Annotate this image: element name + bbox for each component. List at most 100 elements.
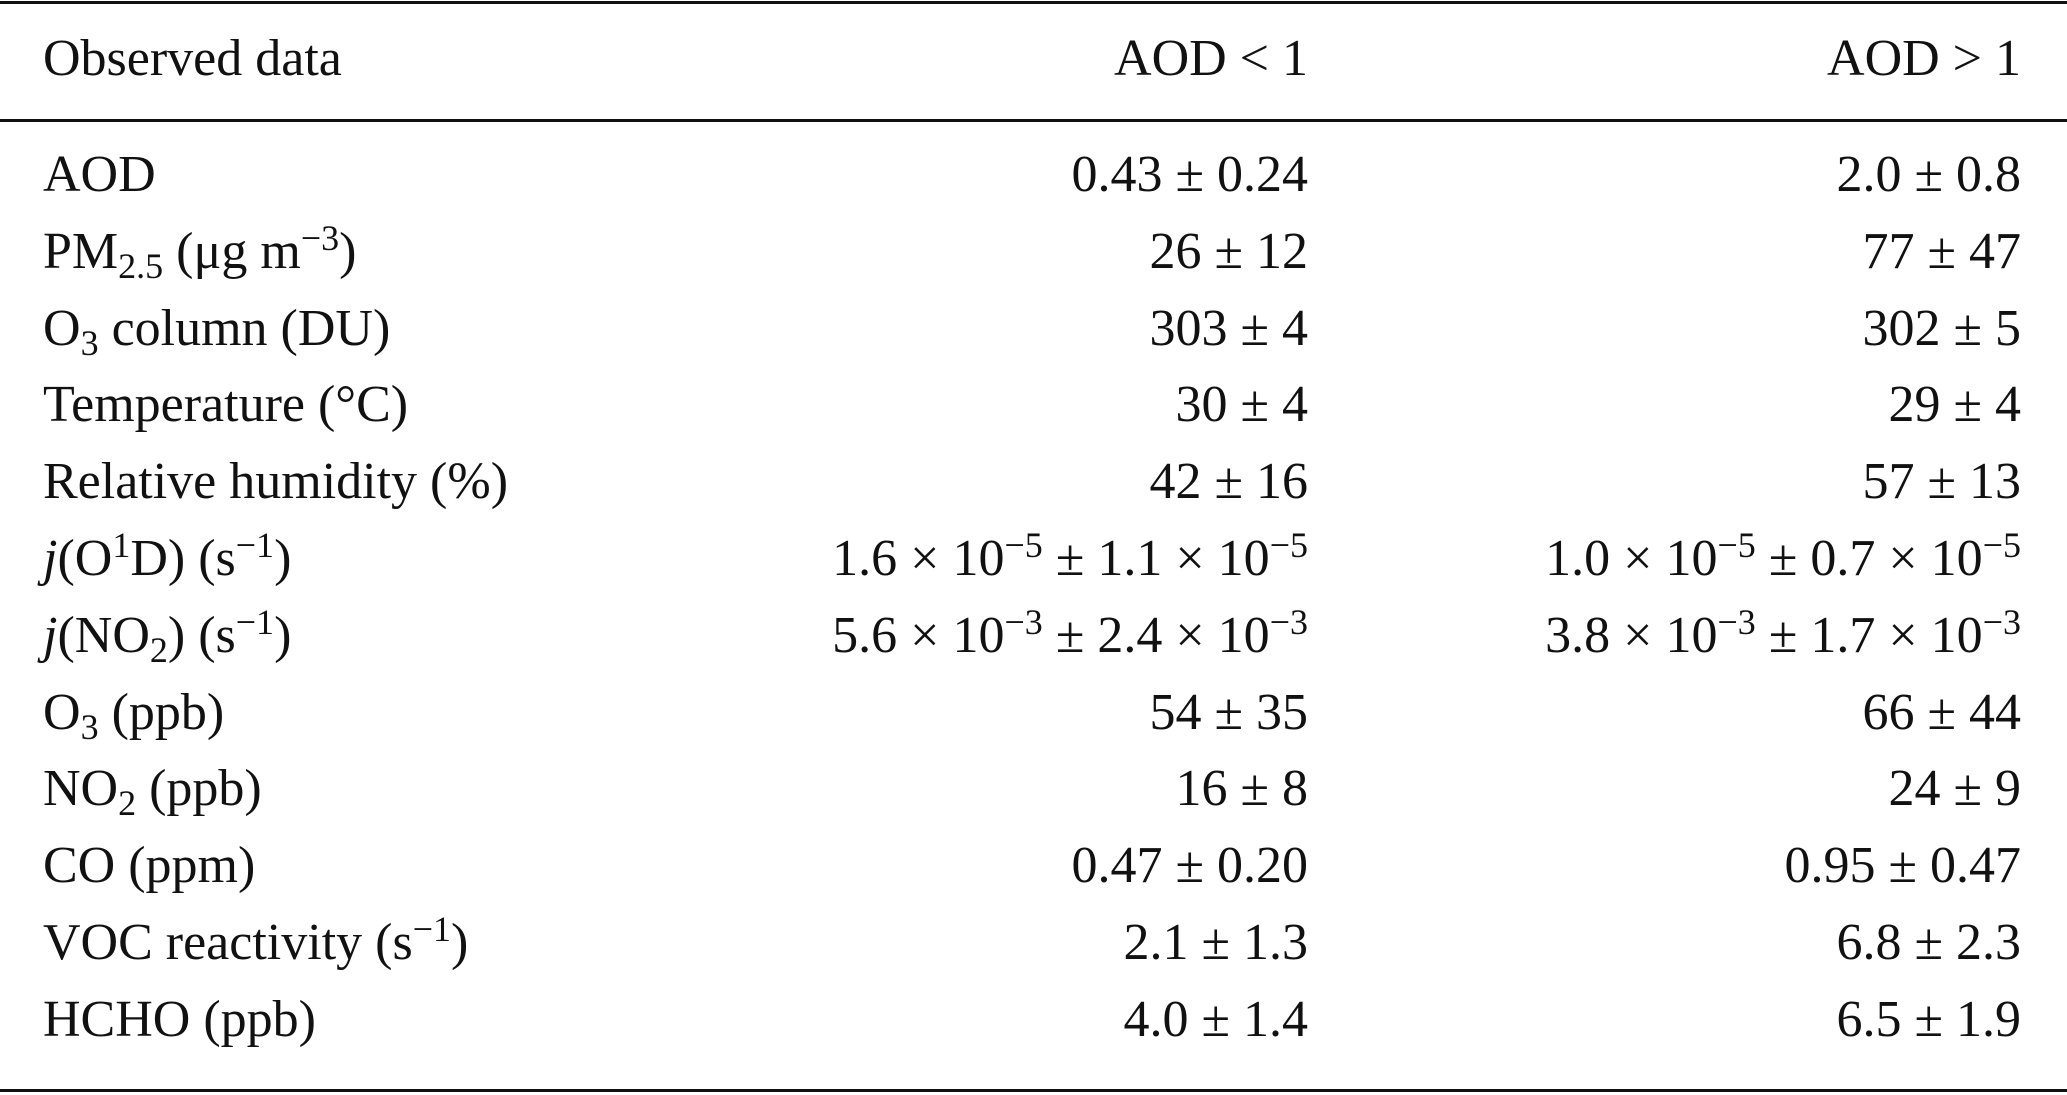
cell-value: 26 ± 12 xyxy=(1149,222,1308,280)
cell-value: 77 ± 47 xyxy=(1862,222,2021,280)
text-segment: column (DU) xyxy=(98,299,391,357)
row-label: Relative humidity (%) xyxy=(43,453,509,511)
cell-value: 2.0 ± 0.8 xyxy=(1836,146,2021,203)
cell-value: AOD < 1 xyxy=(1114,30,1308,87)
row-label: O3 (ppb) xyxy=(43,675,224,751)
cell-value: 54 ± 35 xyxy=(1149,683,1308,741)
cell-value: 4.0 ± 1.4 xyxy=(1123,990,1308,1048)
row-label: HCHO (ppb) xyxy=(43,990,316,1048)
row-label: j(O1D) (s−1) xyxy=(43,521,291,597)
text-segment: (ppb) xyxy=(136,760,262,818)
data-row: j(NO2) (s−1) 5.6 × 10−3 ± 2.4 × 10−3 3.8 ×… xyxy=(0,598,2067,674)
data-row: VOC reactivity (s−1) 2.1 ± 1.3 6.8 ± 2.3 xyxy=(0,905,2067,981)
subscript: 2 xyxy=(149,629,168,670)
superscript: −5 xyxy=(1982,525,2021,565)
superscript: 1 xyxy=(112,525,131,565)
data-row: Relative humidity (%) 42 ± 16 57 ± 13 xyxy=(0,444,2067,520)
superscript: −1 xyxy=(412,909,451,949)
text-segment: 5.6 × 10 xyxy=(832,606,1005,664)
cell-value: 2.1 ± 1.3 xyxy=(1123,914,1308,971)
text-segment: O xyxy=(43,299,81,357)
row-label: O3 column (DU) xyxy=(43,291,390,367)
cell-value: 1.6 × 10−5 ± 1.1 × 10−5 xyxy=(832,521,1308,597)
text-segment: (NO xyxy=(57,606,150,664)
row-label: NO2 (ppb) xyxy=(43,751,262,827)
subscript: 3 xyxy=(80,706,99,747)
cell-value: 303 ± 4 xyxy=(1149,299,1308,357)
superscript: −3 xyxy=(1269,601,1308,642)
superscript: −1 xyxy=(235,601,275,642)
text-segment: (μg m xyxy=(163,222,301,280)
text-segment: ) (s xyxy=(167,606,236,664)
data-row: CO (ppm) 0.47 ± 0.20 0.95 ± 0.47 xyxy=(0,828,2067,904)
cell-value: 1.0 × 10−5 ± 0.7 × 10−5 xyxy=(1545,521,2021,597)
text-segment: D) (s xyxy=(130,530,236,587)
cell-value: 24 ± 9 xyxy=(1888,760,2021,818)
text-segment: (ppb) xyxy=(98,683,225,741)
text-segment: ± 1.1 × 10 xyxy=(1042,530,1270,587)
cell-value: 16 ± 8 xyxy=(1175,760,1308,818)
text-segment: VOC reactivity (s xyxy=(43,914,413,971)
superscript: −3 xyxy=(300,217,340,258)
text-segment: (O xyxy=(57,530,113,587)
italic-segment: j xyxy=(43,530,58,587)
text-segment: NO xyxy=(43,760,119,818)
data-row: NO2 (ppb) 16 ± 8 24 ± 9 xyxy=(0,751,2067,827)
cell-value: 302 ± 5 xyxy=(1862,299,2021,357)
superscript: −3 xyxy=(1717,601,1756,642)
text-segment: PM xyxy=(43,222,119,280)
text-segment: 3.8 × 10 xyxy=(1545,606,1718,664)
cell-value: 6.8 ± 2.3 xyxy=(1836,914,2021,971)
text-segment: ± 0.7 × 10 xyxy=(1755,530,1983,587)
subscript: 3 xyxy=(80,322,99,363)
data-row: j(O1D) (s−1) 1.6 × 10−5 ± 1.1 × 10−5 1.0 ×… xyxy=(0,521,2067,597)
row-label: Temperature (°C) xyxy=(43,376,409,434)
italic-segment: j xyxy=(43,606,58,664)
cell-value: AOD > 1 xyxy=(1827,30,2021,87)
cell-value: 0.43 ± 0.24 xyxy=(1071,146,1308,203)
superscript: −3 xyxy=(1982,601,2021,642)
bottom-rule xyxy=(0,1089,2067,1092)
header-row: Observed data AOD < 1 AOD > 1 xyxy=(0,21,2067,97)
superscript: −1 xyxy=(235,525,275,565)
superscript: −5 xyxy=(1269,525,1308,565)
cell-value: 66 ± 44 xyxy=(1862,683,2021,741)
row-label: AOD xyxy=(43,146,156,203)
data-row: O3 (ppb) 54 ± 35 66 ± 44 xyxy=(0,675,2067,751)
cell-value: 0.47 ± 0.20 xyxy=(1071,837,1308,895)
data-row: HCHO (ppb) 4.0 ± 1.4 6.5 ± 1.9 xyxy=(0,982,2067,1058)
text-segment: 1.6 × 10 xyxy=(832,530,1005,587)
row-label: j(NO2) (s−1) xyxy=(43,598,291,674)
text-segment: ± 1.7 × 10 xyxy=(1755,606,1983,664)
cell-value: 3.8 × 10−3 ± 1.7 × 10−3 xyxy=(1545,598,2021,674)
text-segment: ) xyxy=(339,222,357,280)
text-segment: ) xyxy=(274,606,292,664)
cell-value: 30 ± 4 xyxy=(1175,376,1308,434)
row-label: Observed data xyxy=(43,30,342,87)
cell-value: 5.6 × 10−3 ± 2.4 × 10−3 xyxy=(832,598,1308,674)
row-label: PM2.5 (μg m−3) xyxy=(43,214,356,290)
text-segment: ± 2.4 × 10 xyxy=(1042,606,1270,664)
header-rule xyxy=(0,119,2067,122)
text-segment: ) xyxy=(274,530,292,587)
text-segment: 1.0 × 10 xyxy=(1545,530,1718,587)
subscript: 2 xyxy=(118,783,137,824)
cell-value: 6.5 ± 1.9 xyxy=(1836,990,2021,1048)
superscript: −3 xyxy=(1004,601,1043,642)
data-row: Temperature (°C) 30 ± 4 29 ± 4 xyxy=(0,367,2067,443)
text-segment: O xyxy=(43,683,81,741)
superscript: −5 xyxy=(1717,525,1756,565)
top-rule xyxy=(0,1,2067,4)
data-row: AOD 0.43 ± 0.24 2.0 ± 0.8 xyxy=(0,137,2067,213)
data-row: PM2.5 (μg m−3) 26 ± 12 77 ± 47 xyxy=(0,214,2067,290)
cell-value: 0.95 ± 0.47 xyxy=(1784,837,2021,895)
row-label: VOC reactivity (s−1) xyxy=(43,905,468,981)
cell-value: 29 ± 4 xyxy=(1888,376,2021,434)
cell-value: 42 ± 16 xyxy=(1149,453,1308,511)
data-row: O3 column (DU) 303 ± 4 302 ± 5 xyxy=(0,291,2067,367)
superscript: −5 xyxy=(1004,525,1043,565)
cell-value: 57 ± 13 xyxy=(1862,453,2021,511)
